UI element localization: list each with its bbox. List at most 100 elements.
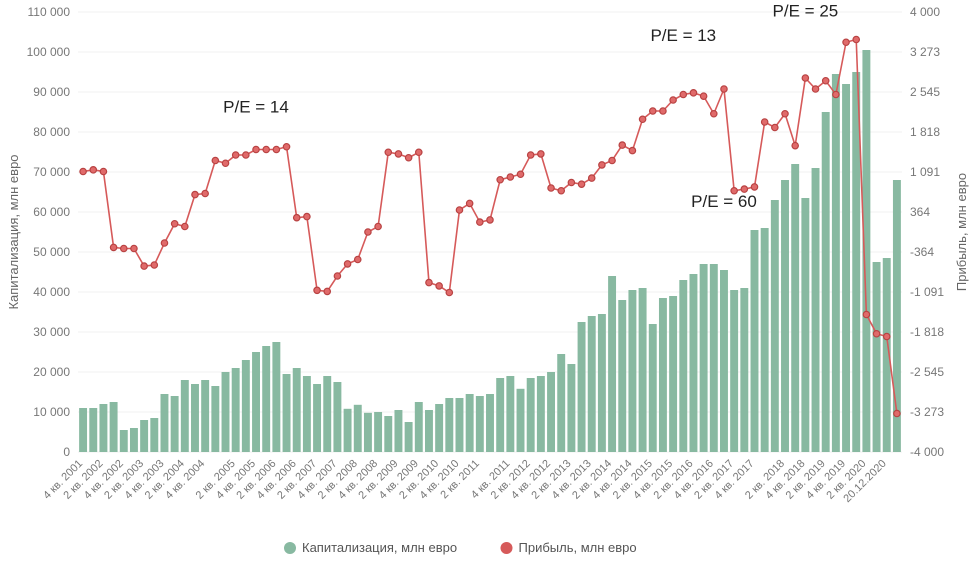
bar (517, 389, 525, 452)
bar (842, 84, 850, 452)
chart-svg: 010 00020 00030 00040 00050 00060 00070 … (0, 0, 980, 568)
bar (89, 408, 97, 452)
legend-swatch (284, 542, 296, 554)
line-marker (833, 91, 839, 97)
bar (578, 322, 586, 452)
line-marker (314, 287, 320, 293)
annotation: P/E = 13 (650, 26, 716, 45)
svg-text:-1 091: -1 091 (910, 285, 944, 299)
svg-text:364: 364 (910, 205, 930, 219)
y-axis-title: Капитализация, млн евро (6, 154, 21, 309)
bar (283, 374, 291, 452)
bar (191, 384, 199, 452)
bar (252, 352, 260, 452)
bar (496, 378, 504, 452)
bar (374, 412, 382, 452)
line-marker (182, 223, 188, 229)
line-marker (751, 184, 757, 190)
bar (161, 394, 169, 452)
line-marker (171, 221, 177, 227)
line-marker (568, 179, 574, 185)
bar (618, 300, 626, 452)
bar (689, 274, 697, 452)
bar (211, 386, 219, 452)
svg-text:0: 0 (63, 445, 70, 459)
bar (344, 409, 352, 452)
annotation: P/E = 14 (223, 98, 289, 117)
line-marker (853, 36, 859, 42)
line-marker (517, 171, 523, 177)
legend-label: Прибыль, млн евро (519, 540, 637, 555)
line-marker (487, 217, 493, 223)
bar (435, 404, 443, 452)
bar (262, 346, 270, 452)
line-marker (355, 256, 361, 262)
line-marker (802, 75, 808, 81)
line-marker (100, 168, 106, 174)
line-marker (90, 167, 96, 173)
svg-text:3 273: 3 273 (910, 45, 940, 59)
svg-text:60 000: 60 000 (33, 205, 70, 219)
svg-text:-4 000: -4 000 (910, 445, 944, 459)
svg-text:90 000: 90 000 (33, 85, 70, 99)
bar (567, 364, 575, 452)
line-marker (243, 152, 249, 158)
annotations: P/E = 14P/E = 13P/E = 25P/E = 60 (223, 1, 838, 211)
bar (323, 376, 331, 452)
bar (720, 270, 728, 452)
line-marker (263, 146, 269, 152)
svg-text:40 000: 40 000 (33, 285, 70, 299)
line-marker (670, 97, 676, 103)
line-marker (80, 168, 86, 174)
bar (537, 376, 545, 452)
bar (394, 410, 402, 452)
bar (761, 228, 769, 452)
legend: Капитализация, млн евро Прибыль, млн евро (284, 540, 637, 555)
line-marker (334, 273, 340, 279)
combo-chart: 010 00020 00030 00040 00050 00060 00070 … (0, 0, 980, 568)
svg-text:4 000: 4 000 (910, 5, 940, 19)
bar (456, 398, 464, 452)
svg-text:70 000: 70 000 (33, 165, 70, 179)
line-marker (527, 152, 533, 158)
bar (740, 288, 748, 452)
line-marker (416, 149, 422, 155)
legend-swatch (501, 542, 513, 554)
svg-text:110 000: 110 000 (28, 5, 71, 19)
line-marker (782, 111, 788, 117)
bar (415, 402, 423, 452)
bar (649, 324, 657, 452)
bar (476, 396, 484, 452)
line-marker (375, 223, 381, 229)
svg-text:2 545: 2 545 (910, 85, 940, 99)
svg-text:-3 273: -3 273 (910, 405, 944, 419)
bar (669, 296, 677, 452)
svg-text:30 000: 30 000 (33, 325, 70, 339)
line-marker (365, 229, 371, 235)
bar (110, 402, 118, 452)
line-marker (161, 240, 167, 246)
line-marker (212, 157, 218, 163)
line-marker (721, 86, 727, 92)
bar (700, 264, 708, 452)
line-marker (202, 190, 208, 196)
line-marker (131, 245, 137, 251)
line-marker (507, 174, 513, 180)
line-marker (619, 142, 625, 148)
line-marker (772, 124, 778, 130)
line-marker (283, 144, 289, 150)
line-marker (456, 207, 462, 213)
bar (710, 264, 718, 452)
line-marker (812, 86, 818, 92)
bar (333, 382, 341, 452)
svg-text:10 000: 10 000 (33, 405, 70, 419)
line-marker (639, 116, 645, 122)
line-marker (222, 160, 228, 166)
line-marker (395, 151, 401, 157)
legend-label: Капитализация, млн евро (302, 540, 457, 555)
bar (293, 368, 301, 452)
bar (608, 276, 616, 452)
line-marker (446, 289, 452, 295)
line-marker (578, 181, 584, 187)
line-marker (609, 157, 615, 163)
